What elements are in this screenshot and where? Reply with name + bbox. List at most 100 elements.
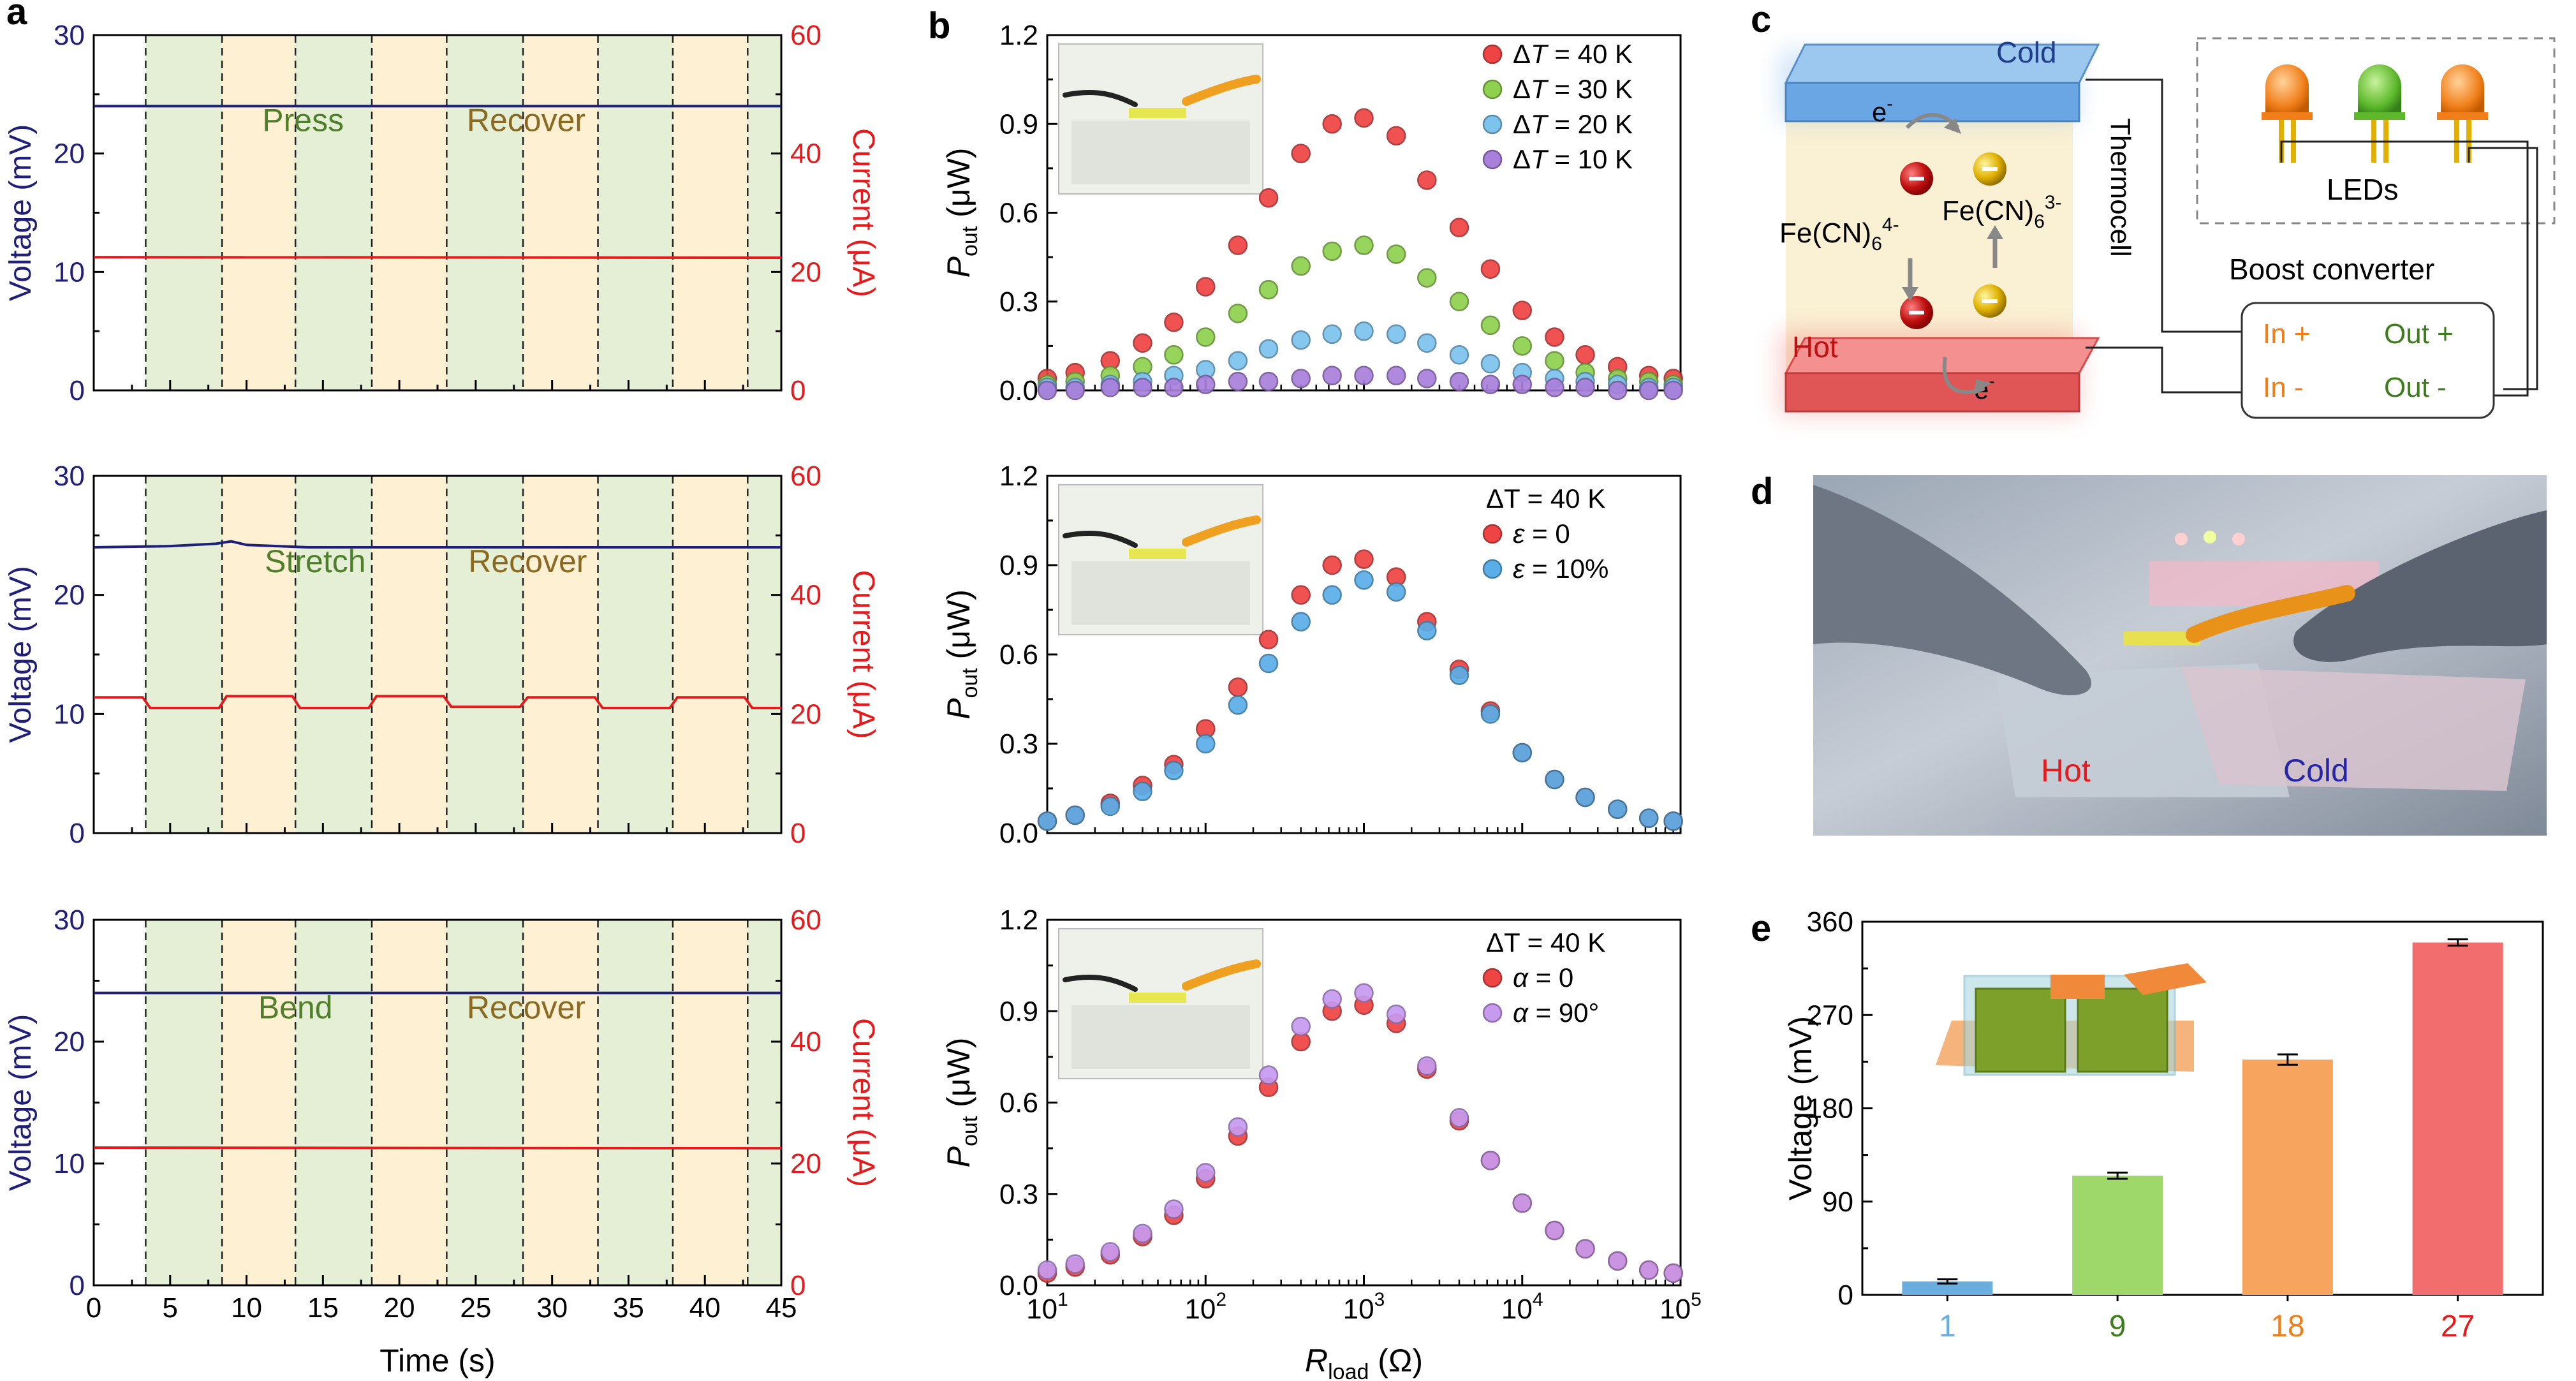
data-point bbox=[1228, 371, 1248, 392]
action-shade bbox=[598, 476, 673, 833]
x-tick-label: 20 bbox=[384, 1292, 415, 1324]
data-point bbox=[1291, 330, 1311, 350]
left-tick-label: 20 bbox=[54, 138, 85, 170]
action-shade bbox=[295, 35, 372, 390]
fe4-label: Fe(CN)64- bbox=[1779, 214, 1899, 255]
recover-label: Recover bbox=[468, 543, 587, 579]
data-point bbox=[1545, 378, 1564, 397]
x-title-unit: (Ω) bbox=[1369, 1343, 1423, 1378]
up-arrow-icon bbox=[1987, 225, 2003, 239]
data-point bbox=[1228, 304, 1248, 323]
data-point bbox=[1386, 126, 1406, 146]
data-point bbox=[1480, 1150, 1501, 1171]
minus-sign-icon bbox=[1909, 177, 1924, 181]
inset-lead bbox=[2124, 963, 2207, 995]
data-point bbox=[1258, 653, 1279, 674]
data-point bbox=[1354, 235, 1374, 255]
bar bbox=[1902, 1281, 1993, 1295]
panel-d-photo: Hot Cold bbox=[1813, 475, 2547, 836]
legend-var: T bbox=[1531, 109, 1549, 139]
data-point bbox=[1228, 695, 1248, 715]
recover-label: Recover bbox=[467, 990, 585, 1026]
data-point bbox=[1291, 256, 1311, 276]
right-tick-label: 60 bbox=[790, 461, 821, 492]
led-green bbox=[2354, 64, 2405, 163]
data-point bbox=[1196, 374, 1216, 394]
action-shade bbox=[446, 35, 524, 390]
recover-shade bbox=[523, 35, 598, 390]
data-point bbox=[1258, 1065, 1279, 1085]
legend-label: ΔT = 40 K bbox=[1513, 39, 1633, 69]
data-point bbox=[1386, 582, 1406, 602]
data-point bbox=[1133, 781, 1152, 801]
data-point bbox=[1386, 1004, 1406, 1024]
photo-device bbox=[2124, 631, 2200, 646]
y-tick-label: 1.2 bbox=[999, 905, 1038, 936]
boost-converter-box bbox=[2241, 302, 2495, 419]
x-tick-label: 45 bbox=[766, 1292, 797, 1324]
voltage-axis-title: Voltage (mV) bbox=[4, 124, 38, 301]
panel-letter-c: c bbox=[1751, 0, 1771, 40]
data-point bbox=[1196, 277, 1216, 297]
down-arrow-icon bbox=[1902, 287, 1918, 301]
data-point bbox=[1164, 312, 1184, 332]
data-point bbox=[1322, 585, 1342, 605]
data-point bbox=[1196, 734, 1216, 754]
legend-var: ε bbox=[1513, 519, 1525, 549]
left-tick-label: 10 bbox=[54, 256, 85, 288]
data-point bbox=[1291, 612, 1311, 631]
x-tick-label: 35 bbox=[613, 1292, 644, 1324]
legend-var: T bbox=[1531, 74, 1549, 104]
data-point bbox=[1291, 144, 1311, 163]
data-point bbox=[1545, 327, 1564, 347]
legend-marker bbox=[1482, 149, 1503, 170]
legend-marker bbox=[1482, 79, 1503, 100]
panel-letter-b: b bbox=[928, 5, 950, 47]
right-tick-label: 60 bbox=[790, 905, 821, 936]
data-point bbox=[1417, 621, 1437, 640]
electron-arrowhead-bottom bbox=[1974, 380, 1991, 395]
data-point bbox=[1196, 327, 1216, 347]
legend-marker bbox=[1482, 1003, 1503, 1023]
voltage-axis-title: Voltage (mV) bbox=[4, 1014, 38, 1191]
left-tick-label: 10 bbox=[54, 698, 85, 730]
legend-marker bbox=[1482, 44, 1503, 64]
left-tick-label: 30 bbox=[54, 461, 85, 492]
data-point bbox=[1512, 374, 1532, 394]
data-point bbox=[1545, 1220, 1564, 1241]
legend-delta: Δ bbox=[1513, 144, 1531, 174]
data-point bbox=[1196, 1163, 1216, 1183]
data-point bbox=[1291, 585, 1311, 605]
data-point bbox=[1638, 808, 1659, 828]
inset-photo-cable bbox=[1063, 530, 1138, 548]
legend-value: = 0 bbox=[1528, 963, 1573, 993]
data-point bbox=[1512, 300, 1532, 320]
x-tick-label: 1 bbox=[1939, 1310, 1956, 1343]
y-tick-label: 0.9 bbox=[999, 108, 1038, 140]
legend-value: = 10% bbox=[1524, 554, 1608, 584]
data-point bbox=[1480, 704, 1501, 724]
leds-box bbox=[2196, 37, 2556, 225]
x-tick-label: 102 bbox=[1184, 1289, 1226, 1325]
current-trace bbox=[93, 256, 782, 260]
action-label: Press bbox=[262, 102, 344, 138]
x-tick-base: 10 bbox=[1343, 1294, 1374, 1325]
boost-converter-label: Boost converter bbox=[2229, 253, 2434, 286]
y-tick-label: 270 bbox=[1807, 1000, 1853, 1031]
panel-e: 0 90 180 270 360 Voltage (mV) 1 9 18 27 bbox=[1783, 906, 2544, 1343]
data-point bbox=[1512, 336, 1532, 356]
data-point bbox=[1133, 333, 1152, 353]
inset-photo-clip bbox=[1182, 515, 1261, 547]
data-point bbox=[1322, 555, 1342, 575]
inset-cell-2 bbox=[2077, 987, 2168, 1073]
data-point bbox=[1133, 1223, 1152, 1244]
y-title-unit: (μW) bbox=[941, 589, 976, 668]
x-tick-label: 101 bbox=[1026, 1289, 1068, 1325]
action-shade bbox=[145, 35, 223, 390]
legend-label: α = 0 bbox=[1513, 963, 1573, 993]
bar bbox=[2072, 1176, 2163, 1295]
x-tick-exponent: 5 bbox=[1691, 1289, 1702, 1310]
